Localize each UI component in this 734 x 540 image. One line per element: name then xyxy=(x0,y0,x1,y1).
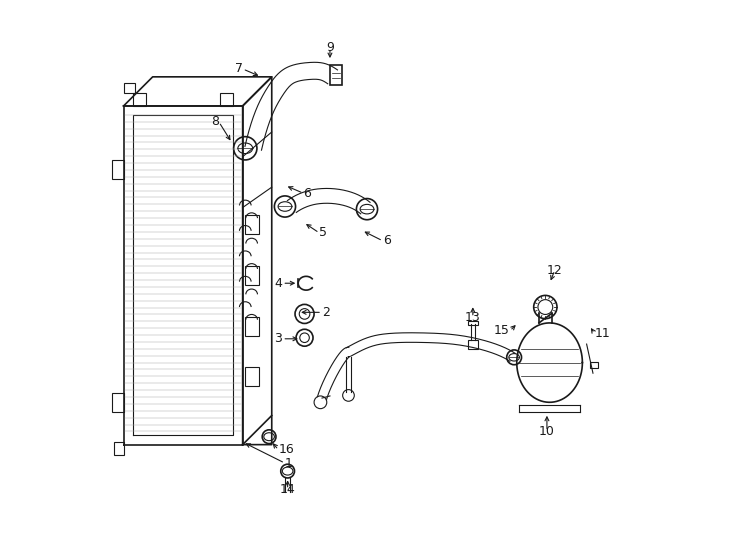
Text: 1: 1 xyxy=(285,457,293,470)
Text: 4: 4 xyxy=(275,276,283,290)
Text: 10: 10 xyxy=(539,425,555,438)
Text: 13: 13 xyxy=(465,311,481,324)
Bar xyxy=(330,65,341,85)
Text: 6: 6 xyxy=(383,234,390,247)
Text: 7: 7 xyxy=(235,63,243,76)
Bar xyxy=(468,321,478,325)
Bar xyxy=(112,160,123,179)
Bar xyxy=(123,83,135,93)
Text: 3: 3 xyxy=(275,332,283,345)
Bar xyxy=(245,215,258,234)
Text: 9: 9 xyxy=(326,41,334,54)
Bar xyxy=(468,340,478,349)
Text: 2: 2 xyxy=(322,306,330,319)
Text: 16: 16 xyxy=(279,443,294,456)
Text: 8: 8 xyxy=(211,116,219,129)
Bar xyxy=(112,393,123,412)
Bar xyxy=(590,362,598,368)
Bar xyxy=(114,442,123,455)
Text: 6: 6 xyxy=(303,187,311,200)
Bar xyxy=(133,93,146,106)
Text: 11: 11 xyxy=(595,327,610,340)
Text: 5: 5 xyxy=(319,226,327,239)
Bar xyxy=(245,266,258,285)
Bar xyxy=(245,367,258,387)
Bar xyxy=(245,316,258,336)
Bar xyxy=(220,93,233,106)
Text: 14: 14 xyxy=(280,483,296,496)
Text: 15: 15 xyxy=(494,325,510,338)
Text: 12: 12 xyxy=(547,264,563,276)
